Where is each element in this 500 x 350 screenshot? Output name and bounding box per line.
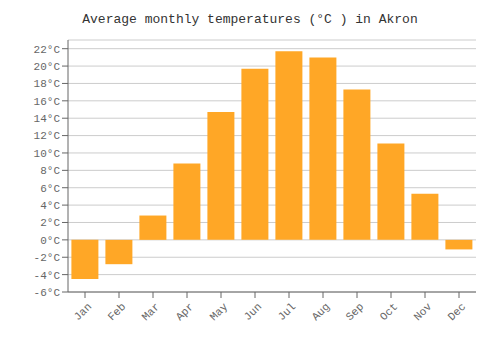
svg-text:-6°C: -6°C xyxy=(34,287,61,299)
svg-text:Oct: Oct xyxy=(378,301,400,323)
svg-text:Dec: Dec xyxy=(446,301,468,323)
svg-text:Feb: Feb xyxy=(106,301,128,323)
svg-text:Nov: Nov xyxy=(412,300,435,323)
svg-text:Aug: Aug xyxy=(310,301,332,323)
svg-text:6°C: 6°C xyxy=(40,183,60,195)
svg-text:Jan: Jan xyxy=(72,301,94,323)
svg-text:Sep: Sep xyxy=(344,301,366,323)
svg-text:8°C: 8°C xyxy=(40,165,60,177)
svg-text:10°C: 10°C xyxy=(34,148,61,160)
svg-text:22°C: 22°C xyxy=(34,44,61,56)
svg-text:Mar: Mar xyxy=(140,301,162,323)
svg-text:16°C: 16°C xyxy=(34,96,61,108)
svg-text:2°C: 2°C xyxy=(40,217,60,229)
svg-text:14°C: 14°C xyxy=(34,113,61,125)
svg-text:May: May xyxy=(208,300,231,323)
html-text:Average monthly temperatures (: Average monthly temperatures (°C ) in Ak… xyxy=(82,12,418,27)
svg-text:Jun: Jun xyxy=(242,301,264,323)
svg-text:Apr: Apr xyxy=(174,301,196,323)
svg-text:20°C: 20°C xyxy=(34,61,61,73)
svg-text:-2°C: -2°C xyxy=(34,252,61,264)
svg-text:Jul: Jul xyxy=(276,301,298,323)
svg-text:0°C: 0°C xyxy=(40,235,60,247)
svg-text:-4°C: -4°C xyxy=(34,270,61,282)
svg-text:18°C: 18°C xyxy=(34,78,61,90)
svg-text:4°C: 4°C xyxy=(40,200,60,212)
svg-text:12°C: 12°C xyxy=(34,130,61,142)
